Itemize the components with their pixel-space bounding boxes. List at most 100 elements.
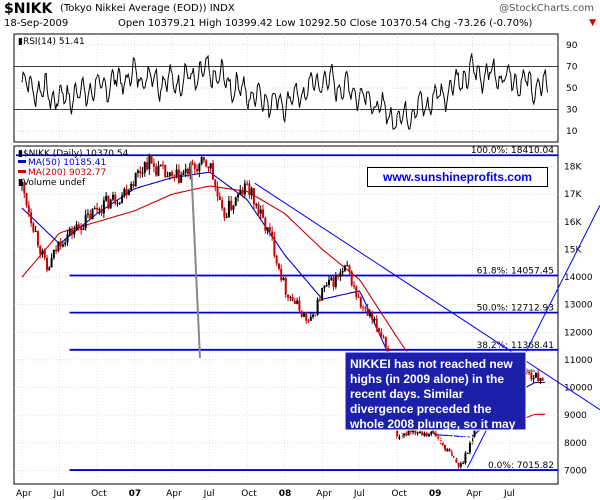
price-candle-body [41, 250, 44, 254]
price-candle-body [168, 172, 171, 176]
price-candle-body [205, 160, 208, 167]
price-candle-body [325, 284, 328, 286]
price-candle-body [528, 371, 531, 373]
price-candle-body [196, 168, 199, 172]
price-candle-body [34, 231, 37, 233]
callout-text: NIKKEI has not reached new highs (in 200… [350, 357, 516, 461]
price-candle-body [434, 433, 437, 437]
price-candle-body [314, 314, 317, 316]
price-legend-title: ▮$NIKK (Daily) 10370.54 [18, 149, 129, 159]
website-label[interactable]: www.sunshineprofits.com [367, 167, 548, 187]
price-candle-body [71, 228, 74, 235]
price-candle-body [364, 307, 367, 309]
price-candle-body [446, 449, 449, 451]
price-candle-body [146, 162, 149, 170]
price-candle-body [100, 208, 103, 214]
price-candle-body [302, 313, 305, 317]
x-tick-label: Apr [316, 489, 332, 499]
ma50-legend-label: MA(50) 10185.41 [28, 158, 106, 168]
x-tick-label: 08 [279, 489, 292, 499]
price-candle-body [264, 217, 267, 231]
price-candle-body [127, 190, 130, 196]
x-tick-label: Apr [466, 489, 482, 499]
price-candle-body [243, 183, 246, 195]
price-candle-body [234, 197, 237, 206]
price-candle-body [318, 299, 321, 301]
price-candle-body [309, 316, 312, 321]
price-candle-body [191, 163, 194, 165]
x-tick-label: Jul [353, 489, 365, 499]
price-candle-body [114, 194, 117, 204]
price-candle-body [116, 203, 119, 205]
rsi-tick-label: 30 [566, 106, 578, 116]
price-candle-body [77, 224, 80, 227]
price-candle-body [275, 255, 278, 264]
price-candle-body [453, 455, 456, 459]
down-trendline [254, 182, 600, 411]
price-candle-body [36, 231, 39, 246]
fib-level-label: 38.2%: 11368.41 [477, 341, 554, 351]
price-candle-body [150, 156, 153, 164]
price-candle-body [123, 188, 126, 196]
price-candle-body [184, 168, 187, 173]
price-candle-body [48, 267, 51, 270]
price-candle-body [289, 297, 292, 299]
price-candle-body [287, 294, 290, 298]
price-candle-body [403, 433, 406, 436]
price-candle-body [409, 430, 412, 433]
stockcharts-credit[interactable]: @StockCharts.com [499, 3, 594, 14]
x-tick-label: Jul [203, 489, 215, 499]
price-candle-body [161, 164, 164, 166]
price-candle-body [300, 310, 303, 317]
price-candle-body [61, 244, 64, 247]
price-candle-body [157, 165, 160, 176]
price-candle-body [323, 285, 326, 289]
price-candle-body [93, 208, 96, 210]
price-candle-body [425, 433, 428, 437]
price-candle-body [239, 190, 242, 195]
price-candle-body [80, 226, 83, 230]
price-candle-body [400, 435, 403, 437]
price-candle-body [91, 208, 94, 220]
price-candle-body [57, 241, 60, 252]
price-candle-body [66, 234, 69, 243]
price-candle-body [152, 163, 155, 167]
price-candle-body [473, 430, 476, 437]
price-candle-body [466, 452, 469, 454]
fib-level-label: 100.0%: 18410.04 [471, 146, 554, 156]
price-candle-body [312, 314, 315, 317]
fib-level-label: 0.0%: 7015.82 [488, 461, 554, 471]
price-candle-body [355, 286, 358, 297]
price-candle-body [175, 169, 178, 177]
price-candle-body [55, 249, 58, 252]
price-tick-label: 9000 [564, 411, 587, 421]
price-candle-body [186, 168, 189, 174]
price-candle-body [321, 288, 324, 301]
price-candle-body [375, 318, 378, 329]
price-candle-body [111, 194, 114, 200]
price-candle-body [159, 164, 162, 166]
price-candle-body [230, 200, 233, 210]
price-candle-body [268, 227, 271, 232]
volume-legend-label: ▮Volume undef [18, 178, 86, 188]
price-candle-body [464, 453, 467, 464]
price-candle-body [291, 297, 294, 301]
price-candle-body [382, 336, 385, 338]
price-candle-body [266, 227, 269, 231]
price-tick-label: 15K [564, 245, 582, 255]
price-candle-body [118, 202, 121, 204]
fib-level-label: 61.8%: 14057.45 [477, 266, 554, 276]
price-candle-body [177, 169, 180, 183]
price-candle-body [98, 208, 101, 210]
x-tick-label: 07 [129, 489, 142, 499]
price-candle-body [437, 436, 440, 439]
price-candle-body [541, 378, 544, 381]
price-candle-body [359, 297, 362, 308]
price-candle-body [448, 449, 451, 452]
price-candle-body [166, 175, 169, 177]
price-candle-body [430, 431, 433, 435]
price-candle-body [443, 444, 446, 451]
price-candle-body [450, 451, 453, 456]
price-candle-body [125, 188, 128, 196]
